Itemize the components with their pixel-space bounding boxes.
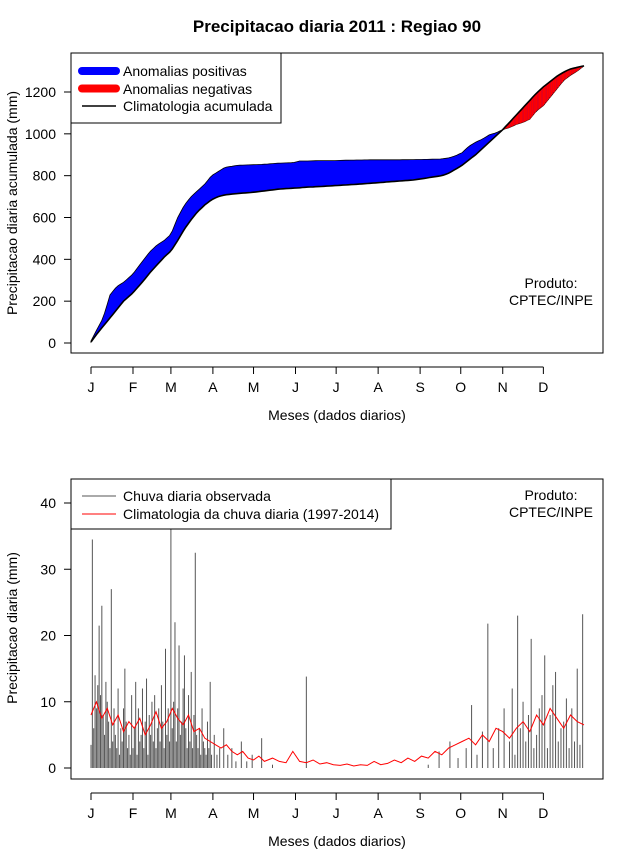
daily-legend-box [70, 478, 392, 530]
legend-climatology-label: Climatologia acumulada [123, 98, 273, 114]
x-tick-label: J [333, 379, 340, 395]
x-tick-label: J [292, 379, 299, 395]
x-tick-label: J [88, 379, 95, 395]
x-tick-label: D [538, 379, 548, 395]
x-tick-label: J [333, 805, 340, 821]
x-tick-label: A [208, 805, 218, 821]
cumulative-y-label: Precipitacao diaria acumulada (mm) [4, 91, 20, 315]
climatology-cumulative-line [90, 65, 585, 343]
figure-title: Precipitacao diaria 2011 : Regiao 90 [193, 17, 481, 36]
x-tick-label: J [292, 805, 299, 821]
daily-climatology-line [90, 700, 585, 767]
legend-observed-label: Chuva diaria observada [123, 488, 271, 504]
x-tick-label: S [415, 805, 424, 821]
cumulative-product-label: Produto: [525, 275, 578, 291]
x-tick-label: N [498, 379, 508, 395]
cumulative-product-source: CPTEC/INPE [509, 292, 593, 308]
daily-product-source: CPTEC/INPE [509, 504, 593, 520]
cumulative-legend: Anomalias positivas Anomalias negativas … [70, 52, 282, 124]
x-tick-label: A [373, 379, 383, 395]
x-tick-label: M [165, 379, 177, 395]
daily-product-label: Produto: [525, 487, 578, 503]
x-tick-label: O [455, 805, 466, 821]
x-tick-label: M [165, 805, 177, 821]
x-tick-label: M [248, 379, 260, 395]
cumulative-x-label: Meses (dados diarios) [268, 407, 406, 423]
y-tick-label: 200 [33, 293, 57, 309]
x-tick-label: M [248, 805, 260, 821]
y-tick-label: 0 [48, 760, 56, 776]
x-tick-label: F [129, 805, 138, 821]
y-tick-label: 600 [33, 210, 57, 226]
daily-y-label: Precipitacao diaria (mm) [4, 552, 20, 704]
y-tick-label: 800 [33, 168, 57, 184]
x-tick-label: N [498, 805, 508, 821]
cumulative-anomaly-areas [90, 65, 585, 344]
y-tick-label: 1200 [25, 84, 56, 100]
x-tick-label: F [129, 379, 138, 395]
y-tick-label: 400 [33, 251, 57, 267]
y-tick-label: 1000 [25, 126, 56, 142]
y-tick-label: 0 [48, 335, 56, 351]
x-tick-label: O [455, 379, 466, 395]
cumulative-y-axis: 0 200 400 600 800 1000 1200 [25, 84, 72, 351]
x-tick-label: A [373, 805, 383, 821]
daily-x-label: Meses (dados diarios) [268, 833, 406, 849]
y-tick-label: 20 [40, 628, 56, 644]
x-tick-label: S [415, 379, 424, 395]
y-tick-label: 40 [40, 495, 56, 511]
climatology-daily-path [90, 700, 585, 767]
daily-legend: Chuva diaria observada Climatologia da c… [70, 478, 392, 530]
legend-clim-daily-label: Climatologia da chuva diaria (1997-2014) [123, 506, 379, 522]
legend-negative-label: Anomalias negativas [123, 81, 252, 97]
legend-positive-label: Anomalias positivas [123, 63, 247, 79]
y-tick-label: 10 [40, 694, 56, 710]
daily-chart: 0 10 20 30 40 J F M A M J J A S O N D Meses (dados diar… [4, 478, 604, 849]
daily-observed-bars [90, 526, 584, 768]
daily-y-axis: 0 10 20 30 40 [40, 495, 72, 776]
x-tick-label: J [88, 805, 95, 821]
cumulative-chart: 0 200 400 600 800 1000 1200 J F M A M J J A S O N D Meses… [4, 52, 604, 423]
y-tick-label: 30 [40, 561, 56, 577]
x-tick-label: A [208, 379, 218, 395]
x-tick-label: D [538, 805, 548, 821]
